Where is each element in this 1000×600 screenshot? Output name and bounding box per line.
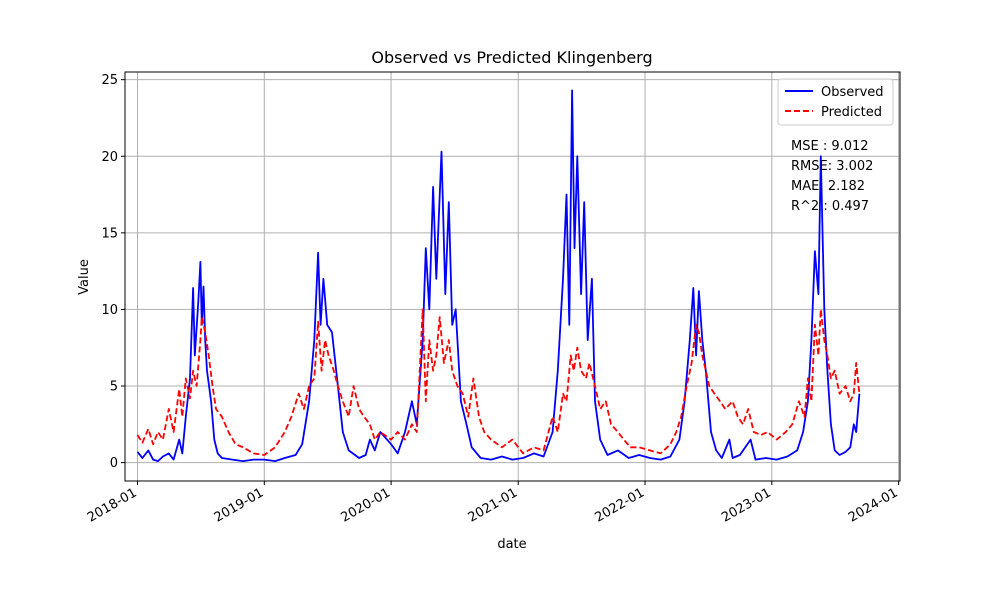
series-line-observed: [136, 89, 861, 462]
metrics-annotation: MSE : 9.012 RMSE: 3.002 MAE: 2.182 R^2 :…: [791, 139, 873, 214]
axes-frame: [124, 71, 901, 482]
y-tick-label: 25: [101, 73, 118, 88]
metric-r2: R^2 : 0.497: [791, 199, 869, 214]
y-tick-label: 20: [101, 150, 118, 165]
legend-label-predicted: Predicted: [821, 105, 882, 120]
metric-mae: MAE: 2.182: [791, 179, 865, 194]
metric-rmse: RMSE: 3.002: [791, 159, 873, 174]
y-tick-label: 5: [110, 380, 118, 395]
grid: [125, 72, 900, 481]
y-tick-label: 0: [110, 456, 118, 471]
legend-label-observed: Observed: [821, 85, 884, 100]
metric-mse: MSE : 9.012: [791, 139, 869, 154]
series-line-predicted: [136, 308, 861, 456]
x-axis-label: date: [497, 537, 526, 552]
y-tick-label: 15: [101, 226, 118, 241]
series-group: [136, 89, 861, 462]
legend: Observed Predicted: [777, 78, 894, 126]
y-axis-label: Value: [77, 259, 92, 295]
chart-title: Observed vs Predicted Klingenberg: [371, 48, 652, 67]
y-tick-label: 10: [101, 303, 118, 318]
